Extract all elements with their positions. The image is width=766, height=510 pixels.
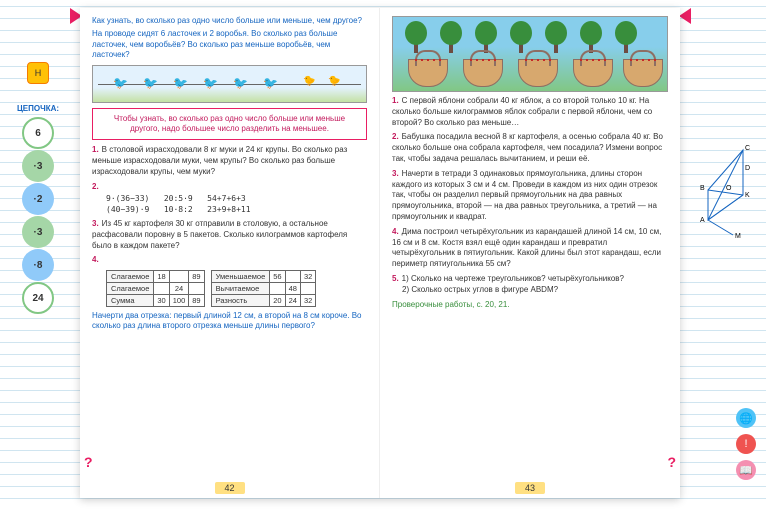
alert-icon[interactable]: ! (736, 434, 756, 454)
cell (189, 283, 204, 295)
table-sum: Слагаемое18 89 Слагаемое 24 Сумма3010089 (106, 270, 205, 307)
task-r1: 1.С первой яблони собрали 40 кг яблок, а… (392, 96, 668, 128)
task-text: С первой яблони собрали 40 кг яблок, а с… (392, 96, 652, 127)
birds-illustration: 🐦🐦 🐦🐦 🐦🐦 🐤🐤 (92, 65, 367, 103)
geometry-figure: C D O B K A M (698, 140, 756, 240)
chain-gear-0: 6 (22, 117, 54, 149)
cell (154, 283, 169, 295)
svg-text:C: C (745, 145, 750, 152)
cell: 56 (270, 271, 285, 283)
right-arrow-icon (679, 8, 691, 24)
right-sidebar: C D O B K A M (698, 140, 760, 240)
task-text: Дима построил четырёхугольник из каранда… (392, 227, 661, 268)
left-sidebar: Н ЦЕПОЧКА: 6 ·3 ·2 ·3 ·8 24 (8, 60, 68, 315)
cell: 20 (270, 295, 285, 307)
expr: 54+7+6+3 (207, 194, 246, 203)
expr: (40−39)·9 (106, 205, 149, 214)
task-text: Бабушка посадила весной 8 кг картофеля, … (392, 132, 663, 163)
expr: 20:5·9 (164, 194, 193, 203)
cell: Слагаемое (107, 271, 154, 283)
cell: 32 (300, 295, 315, 307)
task-1: 1.В столовой израсходовали 8 кг муки и 2… (92, 145, 367, 177)
table-diff: Уменьшаемое56 32 Вычитаемое 48 Разность202… (211, 270, 317, 307)
chain-gear-2: ·2 (22, 183, 54, 215)
tables-row: Слагаемое18 89 Слагаемое 24 Сумма3010089 У… (106, 270, 367, 307)
cell: 18 (154, 271, 169, 283)
expr: 9·(36−33) (106, 194, 149, 203)
cell: Уменьшаемое (211, 271, 270, 283)
svg-text:A: A (700, 217, 705, 224)
cell: 24 (285, 295, 300, 307)
cell: 100 (169, 295, 189, 307)
page-number: 43 (515, 482, 545, 494)
cell: 89 (189, 271, 204, 283)
task-text: 1) Сколько на чертеже треугольников? чет… (402, 274, 624, 283)
page-right: 1.С первой яблони собрали 40 кг яблок, а… (380, 8, 680, 498)
page-left: Как узнать, во сколько раз одно число бо… (80, 8, 380, 498)
chain-gear-4: ·8 (22, 249, 54, 281)
question-mark-icon: ? (84, 454, 93, 470)
cell (169, 271, 189, 283)
task-1-text: В столовой израсходовали 8 кг муки и 24 … (92, 145, 347, 176)
cell: Вычитаемое (211, 283, 270, 295)
cell: 24 (169, 283, 189, 295)
chain-gear-3: ·3 (22, 216, 54, 248)
right-icons: 🌐 ! 📖 (736, 408, 756, 480)
question-mark-icon: ? (667, 454, 676, 470)
expr: 23+9+8+11 (207, 205, 250, 214)
cell: Разность (211, 295, 270, 307)
bottom-question: Начерти два отрезка: первый длиной 12 см… (92, 311, 367, 332)
task-r4: 4.Дима построил четырёхугольник из каран… (392, 227, 668, 270)
svg-text:D: D (745, 165, 750, 172)
textbook-spread: Как узнать, во сколько раз одно число бо… (80, 8, 680, 498)
chain-gear-1: ·3 (22, 150, 54, 182)
task-4: 4. (92, 255, 367, 266)
svg-text:K: K (745, 192, 750, 199)
cell (270, 283, 285, 295)
svg-text:O: O (726, 185, 732, 192)
check-reference: Проверочные работы, с. 20, 21. (392, 300, 668, 309)
chain-label: ЦЕПОЧКА: (8, 104, 68, 113)
orchard-illustration (392, 16, 668, 92)
task-text: 2) Сколько острых углов в фигуре ABDM? (402, 285, 558, 294)
globe-icon[interactable]: 🌐 (736, 408, 756, 428)
task-3-text: Из 45 кг картофеля 30 кг отправили в сто… (92, 219, 347, 250)
chain-gear-5: 24 (22, 282, 54, 314)
cell: 48 (285, 283, 300, 295)
task-text: Начерти в тетради 3 одинаковых прямоугол… (392, 169, 657, 221)
book-icon[interactable]: 📖 (736, 460, 756, 480)
badge-n-icon: Н (27, 62, 49, 84)
cell: Сумма (107, 295, 154, 307)
cell (285, 271, 300, 283)
rule-box: Чтобы узнать, во сколько раз одно число … (92, 108, 367, 141)
task-r5: 5.1) Сколько на чертеже треугольников? ч… (392, 274, 668, 296)
task-r2: 2.Бабушка посадила весной 8 кг картофеля… (392, 132, 668, 164)
question-2: На проводе сидят 6 ласточек и 2 воробья.… (92, 29, 367, 60)
cell: 30 (154, 295, 169, 307)
cell: 32 (300, 271, 315, 283)
task-r3: 3.Начерти в тетради 3 одинаковых прямоуг… (392, 169, 668, 223)
question-1: Как узнать, во сколько раз одно число бо… (92, 16, 367, 26)
svg-text:B: B (700, 185, 705, 192)
cell (300, 283, 315, 295)
page-number: 42 (214, 482, 244, 494)
expr: 10·8:2 (164, 205, 193, 214)
task-2: 2. 9·(36−33) 20:5·9 54+7+6+3 (40−39)·9 1… (92, 182, 367, 215)
cell: 89 (189, 295, 204, 307)
cell: Слагаемое (107, 283, 154, 295)
svg-text:M: M (735, 233, 741, 240)
task-3: 3.Из 45 кг картофеля 30 кг отправили в с… (92, 219, 367, 251)
